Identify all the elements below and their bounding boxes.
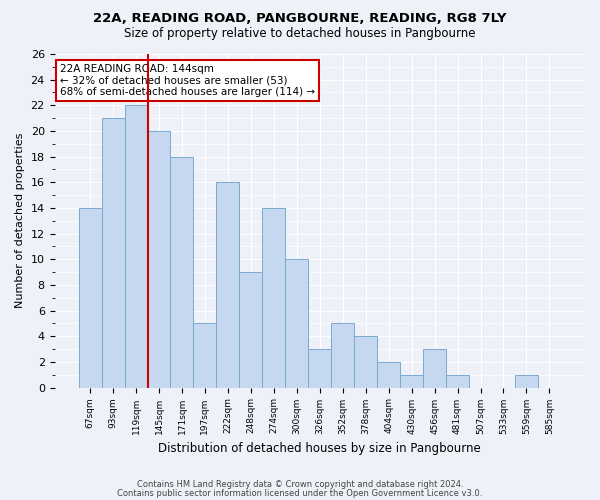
Bar <box>170 156 193 388</box>
Bar <box>239 272 262 388</box>
Bar <box>101 118 125 388</box>
Bar <box>377 362 400 388</box>
Bar <box>354 336 377 388</box>
Bar <box>217 182 239 388</box>
Bar <box>148 131 170 388</box>
Text: Size of property relative to detached houses in Pangbourne: Size of property relative to detached ho… <box>124 28 476 40</box>
Bar <box>79 208 101 388</box>
Text: Contains HM Land Registry data © Crown copyright and database right 2024.: Contains HM Land Registry data © Crown c… <box>137 480 463 489</box>
Bar <box>308 349 331 388</box>
Bar <box>515 374 538 388</box>
Bar <box>423 349 446 388</box>
Bar <box>193 324 217 388</box>
Bar <box>125 106 148 388</box>
Bar <box>446 374 469 388</box>
Text: Contains public sector information licensed under the Open Government Licence v3: Contains public sector information licen… <box>118 488 482 498</box>
Bar <box>286 260 308 388</box>
X-axis label: Distribution of detached houses by size in Pangbourne: Distribution of detached houses by size … <box>158 442 481 455</box>
Y-axis label: Number of detached properties: Number of detached properties <box>15 133 25 308</box>
Bar <box>400 374 423 388</box>
Bar <box>262 208 286 388</box>
Text: 22A, READING ROAD, PANGBOURNE, READING, RG8 7LY: 22A, READING ROAD, PANGBOURNE, READING, … <box>93 12 507 26</box>
Bar <box>331 324 354 388</box>
Text: 22A READING ROAD: 144sqm
← 32% of detached houses are smaller (53)
68% of semi-d: 22A READING ROAD: 144sqm ← 32% of detach… <box>60 64 315 97</box>
